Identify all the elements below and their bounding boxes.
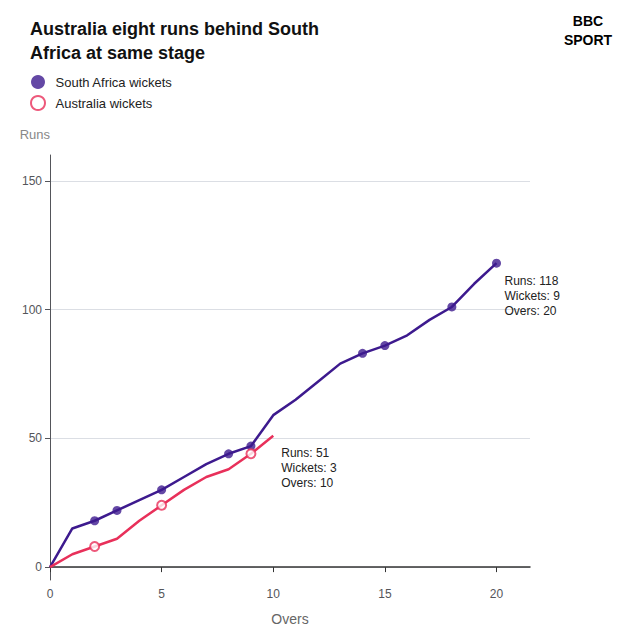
svg-text:Overs: 10: Overs: 10 (281, 476, 333, 490)
svg-text:0: 0 (35, 560, 42, 574)
svg-text:Wickets: 9: Wickets: 9 (505, 289, 561, 303)
svg-text:Runs: 51: Runs: 51 (281, 446, 329, 460)
svg-text:Runs: Runs (20, 127, 51, 142)
svg-text:Australia wickets: Australia wickets (56, 96, 153, 111)
svg-text:Australia eight runs behind So: Australia eight runs behind South (30, 19, 319, 39)
svg-text:South Africa wickets: South Africa wickets (56, 75, 173, 90)
svg-text:20: 20 (490, 587, 504, 601)
svg-text:15: 15 (378, 587, 392, 601)
svg-text:BBC: BBC (573, 13, 603, 29)
svg-text:0: 0 (47, 587, 54, 601)
svg-text:100: 100 (22, 303, 42, 317)
svg-text:Wickets: 3: Wickets: 3 (281, 461, 337, 475)
svg-text:5: 5 (158, 587, 165, 601)
svg-text:150: 150 (22, 174, 42, 188)
svg-text:SPORT: SPORT (564, 32, 613, 48)
svg-text:Runs: 118: Runs: 118 (505, 274, 559, 288)
svg-text:50: 50 (29, 431, 43, 445)
svg-text:Overs: 20: Overs: 20 (505, 304, 557, 318)
svg-text:Overs: Overs (271, 611, 308, 627)
svg-text:10: 10 (267, 587, 281, 601)
svg-text:Africa at same stage: Africa at same stage (30, 43, 205, 63)
